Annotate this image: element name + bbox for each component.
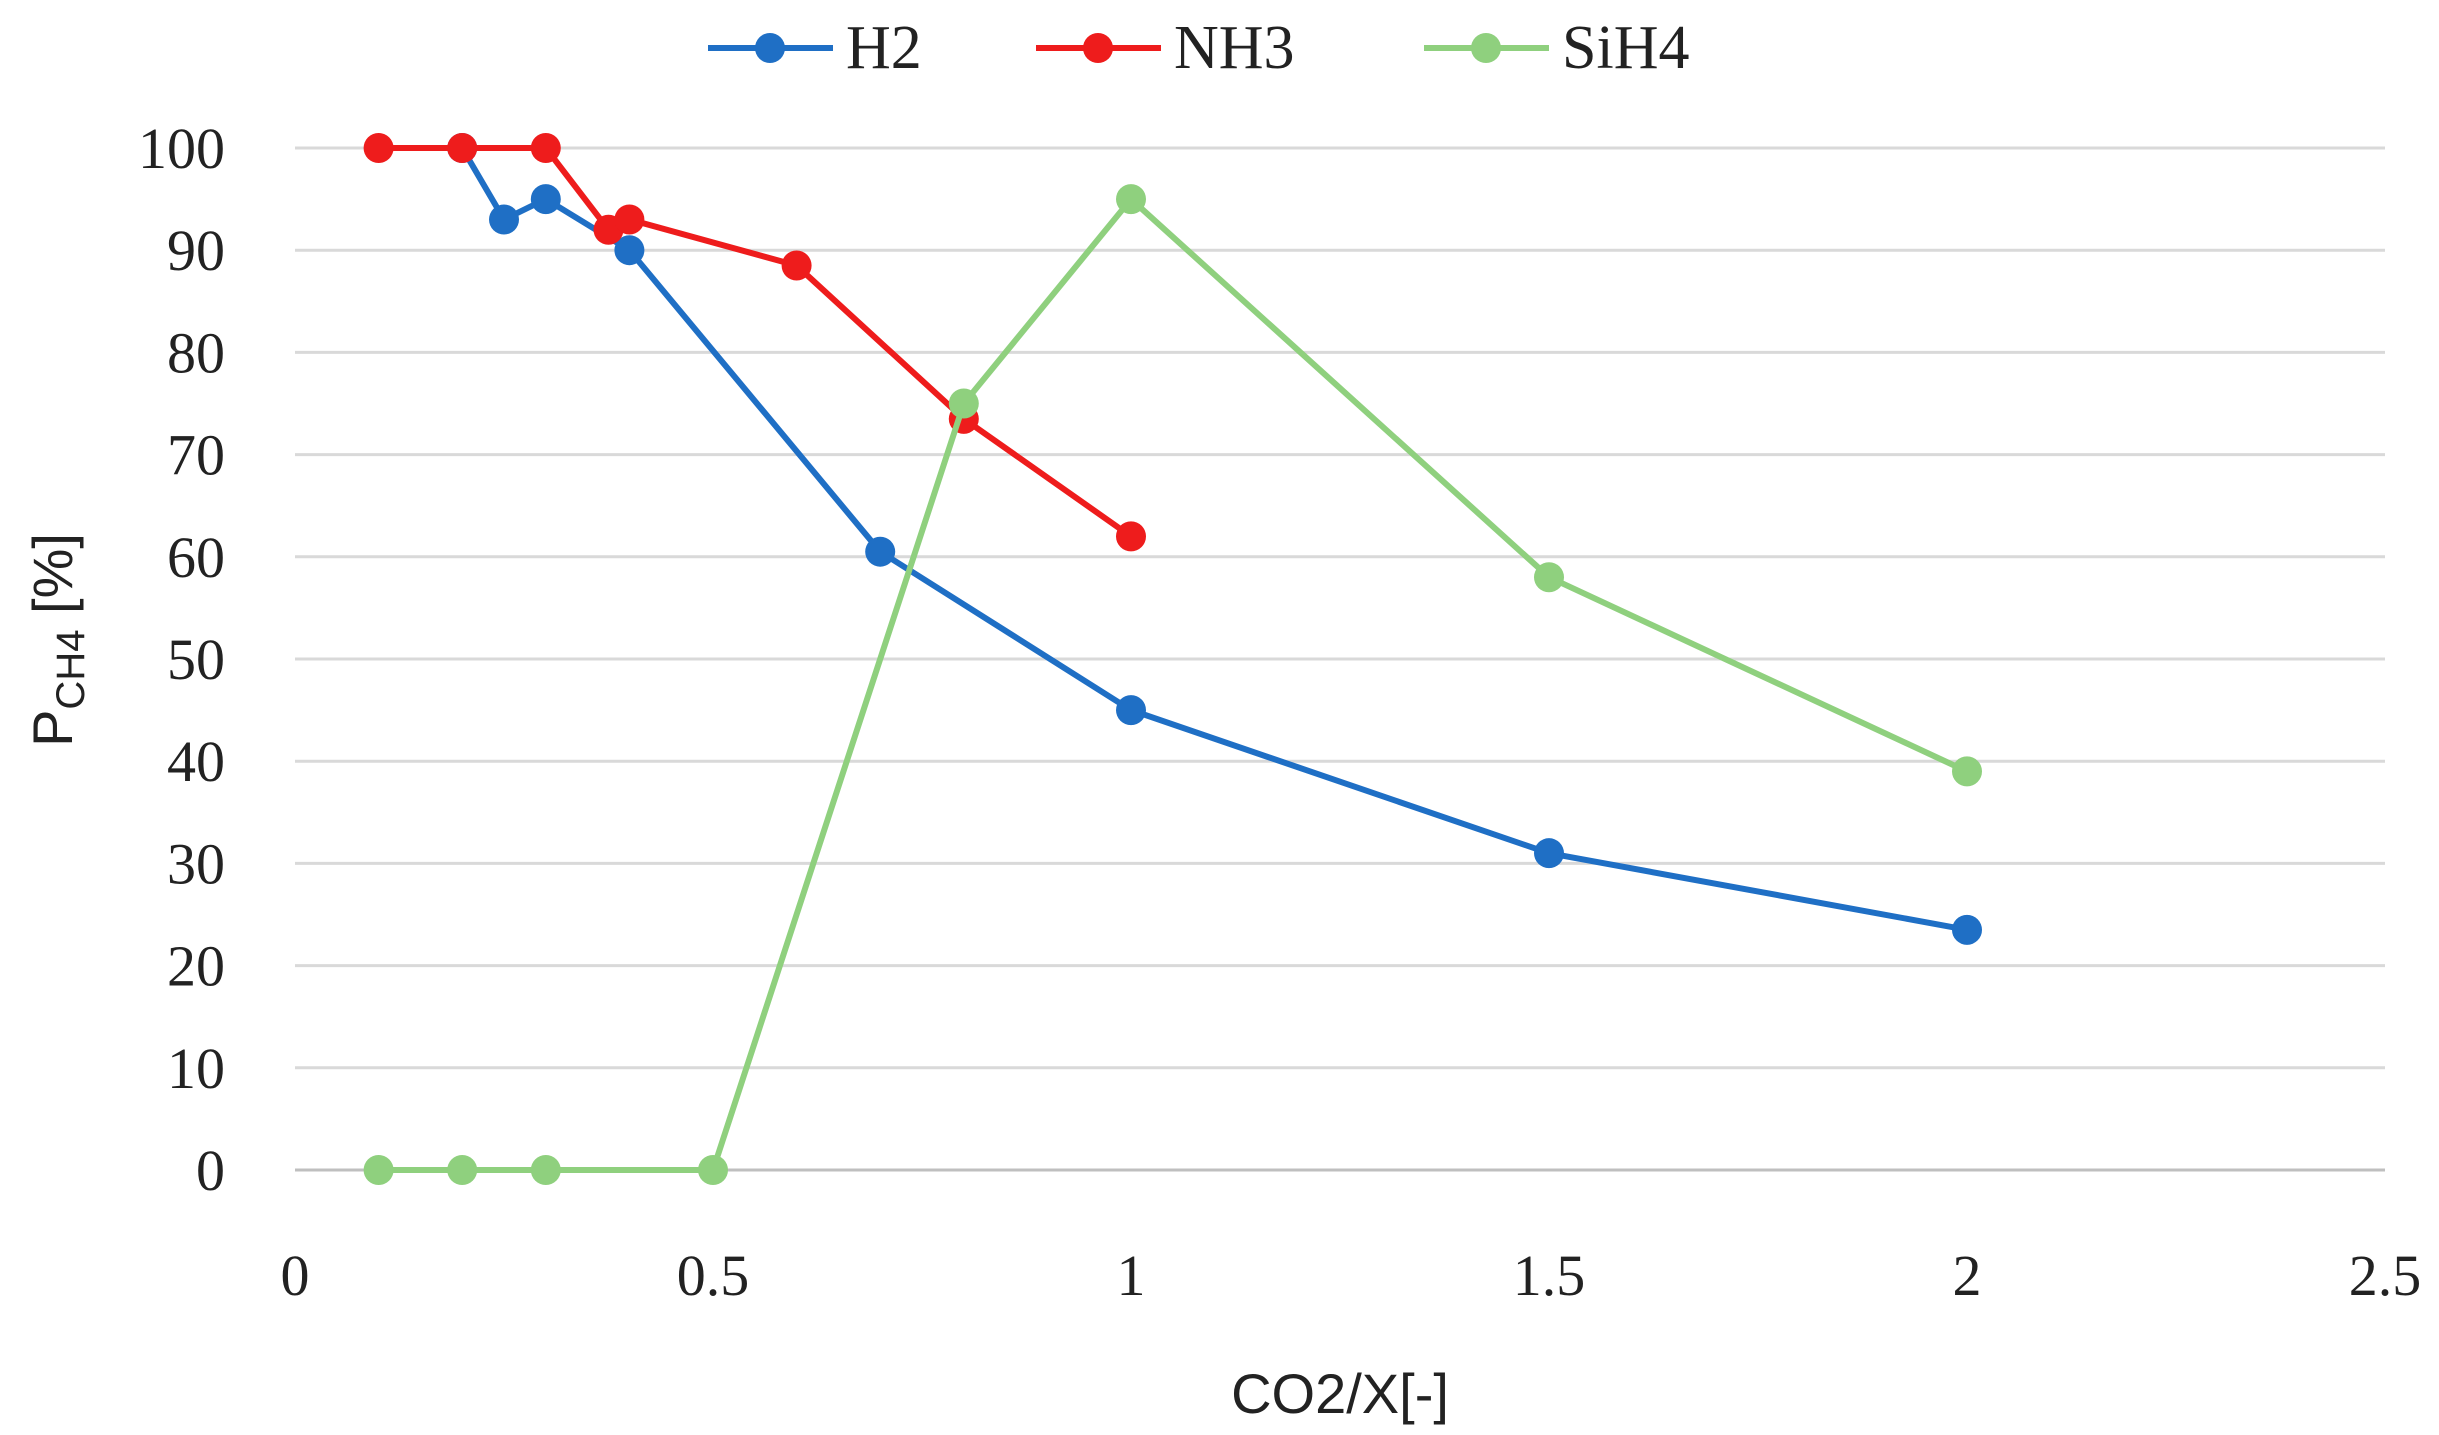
legend-label: NH3: [1174, 14, 1295, 82]
y-tick-label: 50: [167, 627, 225, 692]
x-tick-label: 0.5: [677, 1243, 750, 1308]
series-nh3: [363, 133, 1146, 552]
series-layer: [363, 133, 1982, 1185]
y-tick-label: 20: [167, 934, 225, 999]
svg-text:PCH4 [%]: PCH4 [%]: [21, 533, 93, 747]
data-point-nh3: [1116, 521, 1146, 552]
series-line-nh3: [375, 145, 1134, 540]
y-tick-label: 90: [167, 218, 225, 283]
x-tick-label: 0: [281, 1243, 310, 1308]
x-tick-label: 2: [1953, 1243, 1982, 1308]
axis-layer: 0 10 20 30 40 50 60 70 80 90 100 0 0.5 1 1.5 2 2.5: [138, 116, 2421, 1308]
y-axis-title: PCH4 [%]: [21, 533, 93, 747]
series-sih4: [363, 184, 1982, 1185]
legend-item-sih4: SiH4: [1424, 14, 1689, 82]
y-tick-label: 40: [167, 729, 225, 794]
y-tick-label: 10: [167, 1036, 225, 1101]
data-point-nh3: [781, 250, 812, 281]
data-point-sih4: [363, 1155, 394, 1185]
data-point-nh3: [363, 133, 394, 163]
x-tick-label: 1: [1117, 1243, 1146, 1308]
y-tick-label: 30: [167, 831, 225, 896]
data-point-h2: [614, 235, 645, 266]
y-axis-title-unit: [%]: [21, 533, 84, 629]
legend-label: SiH4: [1562, 14, 1689, 82]
data-point-sih4: [530, 1155, 561, 1185]
data-point-sih4: [447, 1155, 478, 1185]
data-point-h2: [1952, 914, 1982, 945]
x-axis-title: CO2/X[-]: [1231, 1362, 1449, 1425]
series-line-sih4: [375, 196, 1970, 1173]
data-point-sih4: [1534, 562, 1564, 593]
legend-item-h2: H2: [708, 14, 922, 82]
y-axis-title-main: P: [21, 710, 84, 747]
data-point-sih4: [698, 1155, 728, 1185]
data-point-sih4: [1116, 184, 1146, 215]
series-line-h2: [459, 145, 1970, 933]
y-tick-label: 0: [196, 1138, 225, 1203]
y-tick-label: 100: [138, 116, 225, 181]
legend-label: H2: [846, 14, 922, 82]
y-axis-title-subscript: CH4: [49, 630, 93, 710]
data-point-nh3: [614, 204, 645, 235]
grid-layer: [295, 146, 2385, 1070]
series-h2: [447, 133, 1982, 945]
legend-item-nh3: NH3: [1036, 14, 1295, 82]
legend-marker-swatch: [755, 33, 785, 63]
data-point-h2: [530, 184, 561, 215]
data-point-sih4: [1952, 756, 1982, 787]
data-point-nh3: [530, 133, 561, 163]
x-tick-label: 2.5: [2349, 1243, 2422, 1308]
data-point-nh3: [447, 133, 478, 163]
data-point-h2: [1116, 695, 1146, 726]
data-point-h2: [1534, 838, 1564, 869]
chart-legend: H2 NH3 SiH4: [708, 14, 1689, 82]
legend-marker-swatch: [1083, 33, 1113, 63]
legend-marker-swatch: [1471, 33, 1501, 63]
data-point-h2: [865, 536, 896, 567]
y-tick-label: 80: [167, 320, 225, 385]
y-tick-label: 60: [167, 525, 225, 590]
data-point-h2: [489, 204, 519, 235]
x-tick-label: 1.5: [1513, 1243, 1586, 1308]
data-point-sih4: [948, 388, 979, 419]
y-tick-label: 70: [167, 423, 225, 488]
